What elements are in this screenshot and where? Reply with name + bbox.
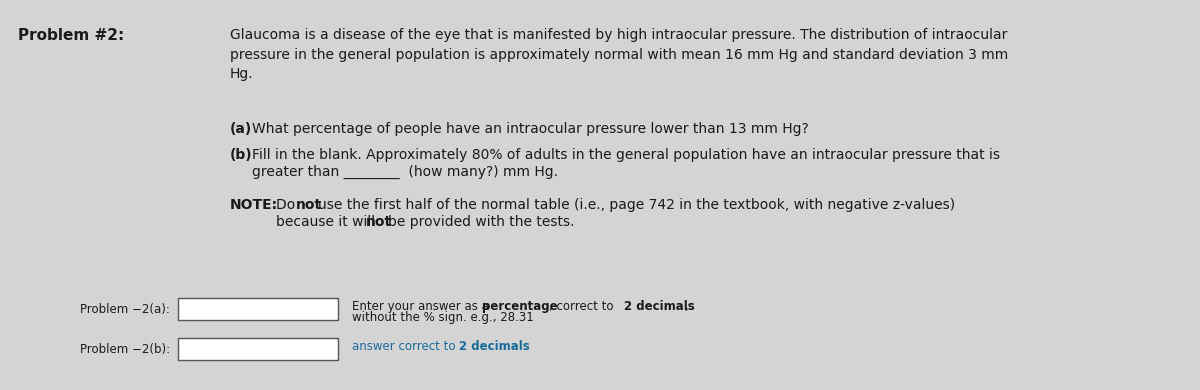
FancyBboxPatch shape	[178, 338, 338, 360]
Text: What percentage of people have an intraocular pressure lower than 13 mm Hg?: What percentage of people have an intrao…	[252, 122, 809, 136]
Text: greater than ________  (how many?) mm Hg.: greater than ________ (how many?) mm Hg.	[252, 165, 558, 179]
Text: Problem −2(a):: Problem −2(a):	[80, 303, 170, 316]
Text: , correct to: , correct to	[550, 300, 617, 313]
Text: because it will: because it will	[276, 215, 379, 229]
Text: not: not	[366, 215, 392, 229]
Text: Do: Do	[276, 198, 300, 212]
Text: (a): (a)	[230, 122, 252, 136]
Text: Enter your answer as a: Enter your answer as a	[352, 300, 493, 313]
Text: answer correct to: answer correct to	[352, 340, 460, 353]
Text: Fill in the blank. Approximately 80% of adults in the general population have an: Fill in the blank. Approximately 80% of …	[252, 148, 1000, 162]
Text: 2 decimals: 2 decimals	[624, 300, 695, 313]
Text: Problem #2:: Problem #2:	[18, 28, 125, 43]
Text: NOTE:: NOTE:	[230, 198, 278, 212]
Text: not: not	[296, 198, 322, 212]
FancyBboxPatch shape	[178, 298, 338, 320]
Text: 2 decimals: 2 decimals	[458, 340, 529, 353]
Text: Problem −2(b):: Problem −2(b):	[80, 342, 170, 356]
Text: (b): (b)	[230, 148, 253, 162]
Text: use the first half of the normal table (i.e., page 742 in the textbook, with neg: use the first half of the normal table (…	[318, 198, 955, 212]
Text: Glaucoma is a disease of the eye that is manifested by high intraocular pressure: Glaucoma is a disease of the eye that is…	[230, 28, 1008, 81]
Text: percentage: percentage	[482, 300, 558, 313]
Text: without the % sign. e.g., 28.31: without the % sign. e.g., 28.31	[352, 311, 534, 324]
Text: be provided with the tests.: be provided with the tests.	[388, 215, 575, 229]
Text: ,: ,	[684, 300, 688, 313]
